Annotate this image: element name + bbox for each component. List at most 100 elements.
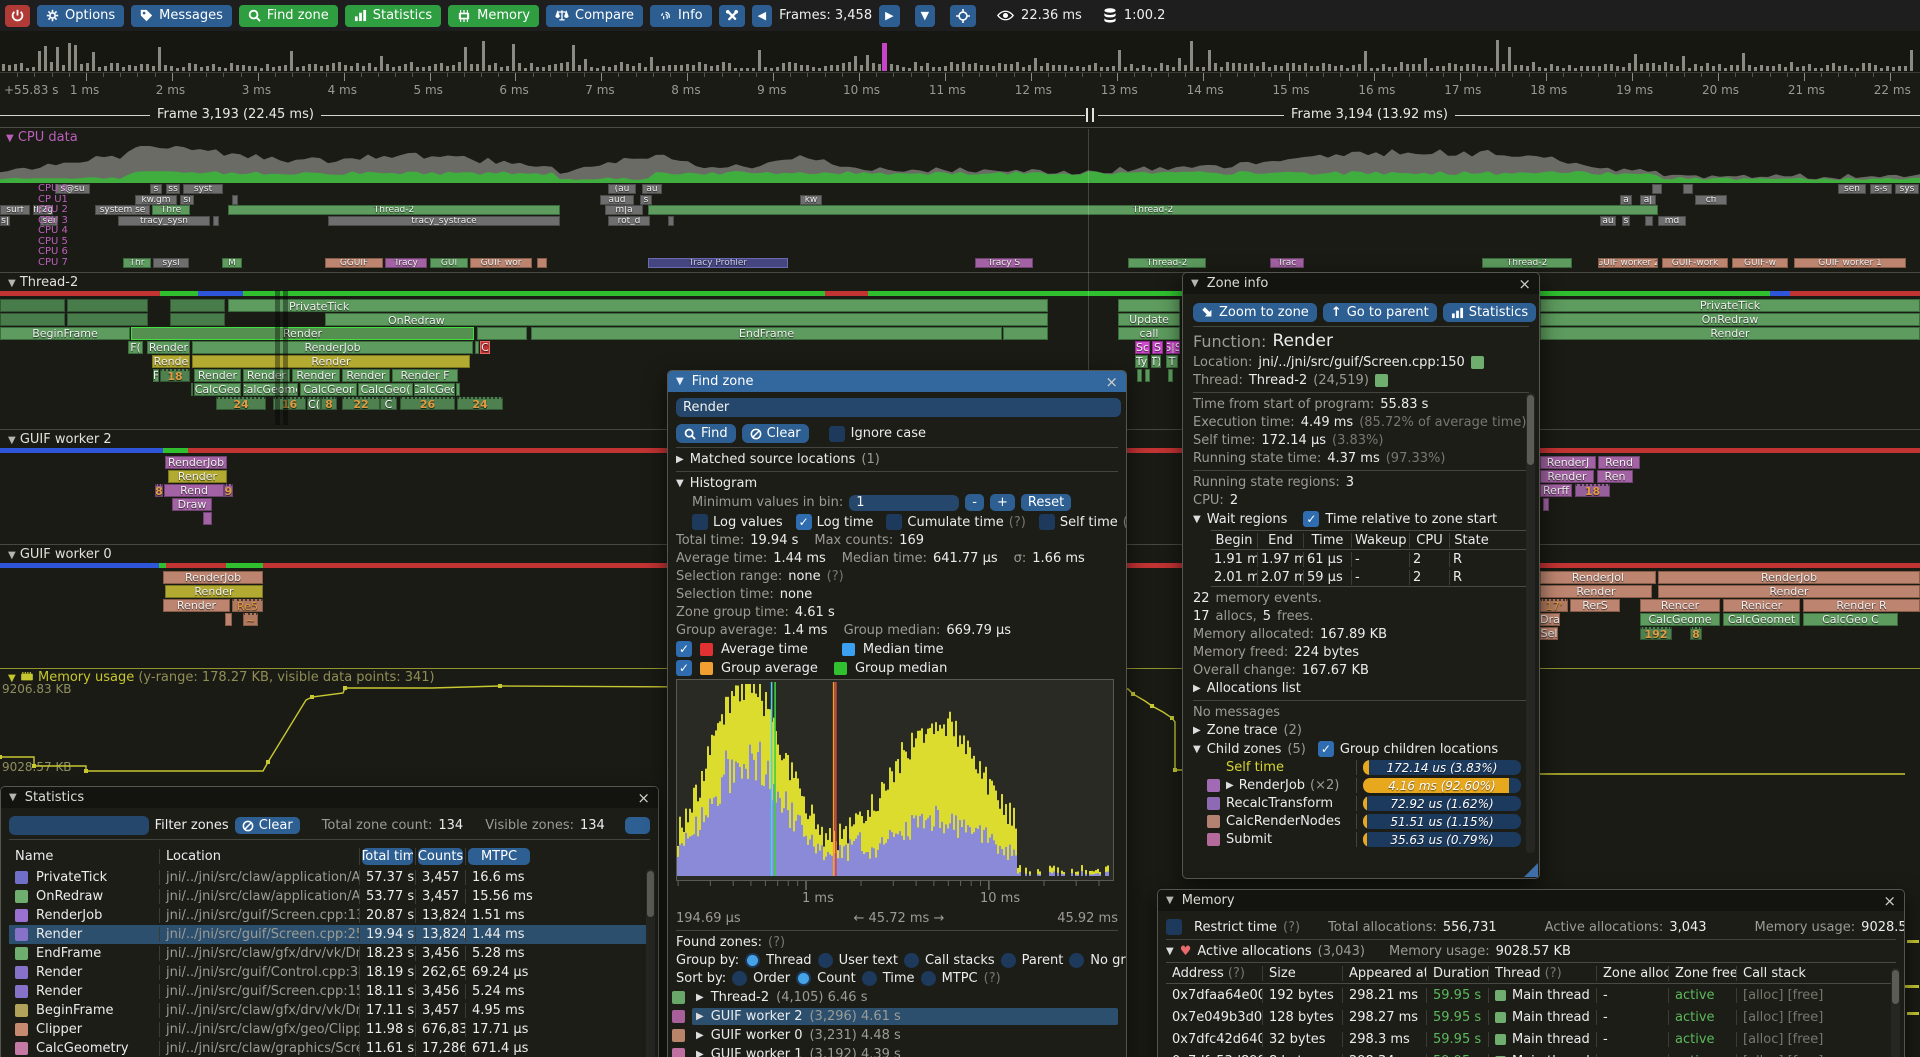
timeline-zone[interactable]: C <box>480 341 490 354</box>
hist-range-value[interactable]: ← 45.72 ms → <box>853 911 945 926</box>
timeline-zone[interactable]: GGUIF <box>325 257 383 268</box>
found-zone-row[interactable]: ▶ GUIF worker 0 (3,231) 4.48 s <box>672 1027 1118 1044</box>
timeline-zone[interactable]: CalcGeo <box>414 383 455 396</box>
timeline-zone[interactable] <box>668 215 674 226</box>
timeline-zone[interactable]: ss <box>166 184 180 194</box>
radio-order[interactable] <box>732 971 748 986</box>
table-row[interactable]: CalcGeometry jni/../jni/src/claw/graphics… <box>9 1039 650 1057</box>
filter-zones-input[interactable] <box>9 816 149 835</box>
bin-plus-button[interactable]: + <box>989 494 1015 511</box>
timeline-zone[interactable]: Sc <box>1135 341 1150 354</box>
timeline-zone[interactable]: CalcGeo( <box>358 383 413 396</box>
show-group-checkbox[interactable]: ✓ <box>676 660 692 676</box>
timeline-zone[interactable]: Tracy <box>385 257 427 268</box>
timeline-zone[interactable]: OnRedraw <box>325 313 1048 326</box>
timeline-zone[interactable] <box>0 313 65 326</box>
find-zone-search-input[interactable]: Render <box>676 398 1121 417</box>
resize-grip[interactable] <box>1524 863 1538 877</box>
clear-button[interactable]: Clear <box>741 424 809 443</box>
timeline-zone[interactable]: Tracy S <box>975 257 1033 268</box>
timeline-zone[interactable]: 22 <box>342 397 380 410</box>
log-values-checkbox[interactable] <box>692 514 708 530</box>
timeline-zone[interactable]: CalcGeor <box>300 383 357 396</box>
memory-usage-section-label[interactable]: ▼ Memory usage (y-range: 178.27 KB, visi… <box>8 670 435 685</box>
timeline-zone[interactable]: 18 <box>1575 484 1610 497</box>
zoom-out-button[interactable]: ▼ <box>914 4 936 27</box>
timeline-zone[interactable]: sen <box>1838 184 1866 194</box>
collapse-icon[interactable]: ▼ <box>1166 946 1174 957</box>
thread-section-label[interactable]: ▼ GUIF worker 2 <box>8 432 112 447</box>
timeline-zone[interactable]: 24 <box>457 397 503 410</box>
timeline-zone[interactable]: Render <box>1540 585 1652 598</box>
statistics-titlebar[interactable]: ▼ Statistics × <box>1 787 658 808</box>
table-row[interactable]: PrivateTick jni/../jni/src/claw/applicati… <box>9 868 650 887</box>
expand-icon[interactable]: ▶ <box>696 1011 704 1022</box>
wait-regions-label[interactable]: Wait regions <box>1206 511 1288 527</box>
sort-total-time-button[interactable]: Total tim <box>362 847 413 865</box>
timeline-zone[interactable]: RenderJob <box>163 571 263 584</box>
frames-overview-ruler[interactable] <box>0 31 1920 73</box>
timeline-zone[interactable]: md <box>1658 215 1686 226</box>
timeline-zone[interactable]: Render <box>131 327 474 340</box>
group-children-checkbox[interactable]: ✓ <box>1317 741 1334 757</box>
timeline-zone[interactable] <box>0 299 65 312</box>
sort-counts-button[interactable]: Counts <box>417 847 464 865</box>
timeline-zone[interactable]: 8 <box>1690 627 1702 640</box>
table-row[interactable]: Render jni/../jni/src/guif/Screen.cpp:150… <box>9 982 650 1001</box>
restrict-time-checkbox[interactable] <box>1166 919 1182 935</box>
timeline-zone[interactable]: Render R <box>1803 599 1920 612</box>
timeline-zone[interactable]: a| <box>1640 194 1656 205</box>
radio-count[interactable] <box>796 971 812 986</box>
memory-col-address[interactable]: Address (?) <box>1172 965 1245 981</box>
radio-time[interactable] <box>861 971 877 986</box>
timeline-zone[interactable]: PrivateTick <box>1540 299 1920 312</box>
focus-frame-button[interactable] <box>950 4 977 27</box>
timeline-zone[interactable]: sei <box>40 215 58 226</box>
compare-button[interactable]: Compare <box>546 4 644 27</box>
timeline-zone[interactable] <box>67 299 148 312</box>
memory-titlebar[interactable]: ▼ Memory × <box>1158 890 1904 911</box>
found-zone-row[interactable]: ▶ GUIF worker 1 (3,192) 4.39 s <box>672 1046 1118 1057</box>
ignore-case-checkbox[interactable] <box>828 425 845 442</box>
timeline-zone[interactable]: Thread-2 <box>1482 257 1572 268</box>
collapse-icon[interactable]: ▼ <box>1193 513 1201 525</box>
timeline-zone[interactable]: sysl <box>153 257 189 268</box>
timeline-zone[interactable]: Thre <box>152 205 190 215</box>
timeline-zone[interactable] <box>1645 215 1653 226</box>
found-thread-name[interactable]: GUIF worker 1 <box>710 1047 803 1057</box>
table-row[interactable]: Render jni/../jni/src/guif/Screen.cpp:257… <box>9 925 650 944</box>
memory-col-zone-alloc[interactable]: Zone alloc <box>1596 965 1668 981</box>
timeline-zone[interactable]: EndFrame <box>531 327 1002 340</box>
close-icon[interactable]: × <box>1518 274 1531 293</box>
timeline-zone[interactable]: Render <box>1540 470 1594 483</box>
alloc-callstack[interactable]: [alloc] [free] <box>1736 1009 1846 1025</box>
timeline-zone[interactable]: Render <box>1540 327 1920 340</box>
find-zone-titlebar[interactable]: ▼ Find zone × <box>668 371 1126 392</box>
alloc-callstack[interactable]: [alloc] [free] <box>1736 987 1846 1003</box>
timeline-zone[interactable]: Thread-2 <box>1128 257 1206 268</box>
timeline-zone[interactable]: s <box>1622 215 1630 226</box>
timeline-zone[interactable]: RerS <box>1570 599 1620 612</box>
timeline-zone[interactable]: ~ <box>243 613 258 626</box>
thread-section-label[interactable]: ▼ Thread-2 <box>8 275 79 290</box>
timeline-zone[interactable]: Render <box>147 341 190 354</box>
memory-table-row[interactable]: 0x7e049b3d00 128 bytes 298.27 ms 59.95 s Mai… <box>1166 1006 1896 1028</box>
timeline-zone[interactable]: CalcGeo C <box>1803 613 1898 626</box>
timeline-zone[interactable]: si <box>180 194 194 205</box>
tools-button[interactable] <box>718 4 745 27</box>
self-time-checkbox[interactable] <box>1038 514 1055 530</box>
radio-parent[interactable] <box>1000 953 1016 968</box>
timeline-zone[interactable]: GUIF worker 1 <box>1794 257 1906 268</box>
col-location[interactable]: Location <box>159 848 359 864</box>
timeline-zone[interactable]: s <box>640 194 652 205</box>
timeline-zone[interactable]: Render <box>1658 585 1920 598</box>
found-zone-row[interactable]: ▶ GUIF worker 2 (3,296) 4.61 s <box>672 1008 1118 1025</box>
collapse-icon[interactable]: ▼ <box>676 376 684 387</box>
timeline-zone[interactable]: tracy_systrace <box>328 215 560 226</box>
close-icon[interactable]: × <box>1105 372 1118 391</box>
radio-mtpc[interactable] <box>920 971 936 986</box>
child-zone-row[interactable]: RecalcTransform 72.92 us (1.62%) <box>1193 796 1529 811</box>
timeline-zone[interactable]: Ren <box>1597 470 1633 483</box>
timeline-zone[interactable]: CalcGeome <box>243 383 298 396</box>
